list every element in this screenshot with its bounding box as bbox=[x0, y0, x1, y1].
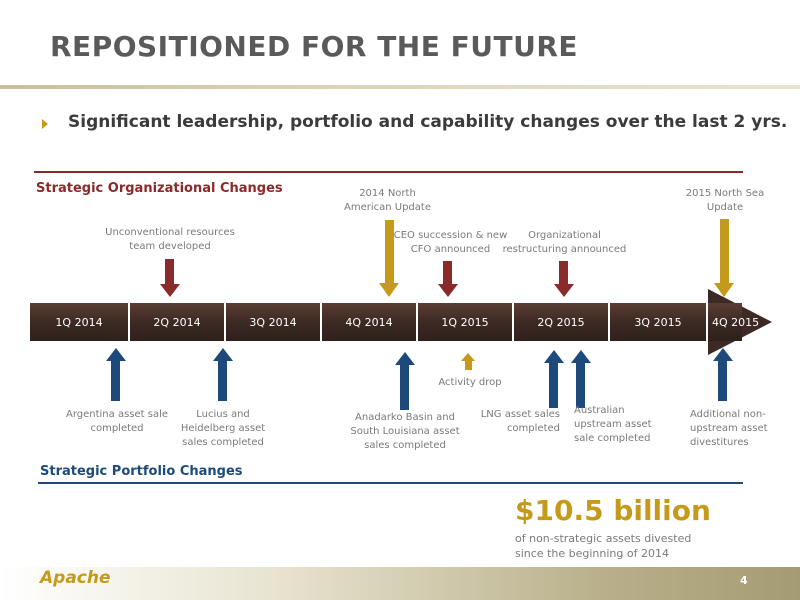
org-event-label: Unconventional resources team developed bbox=[105, 227, 235, 252]
portfolio-event-label: Activity drop bbox=[438, 377, 502, 388]
timeline-quarter: 1Q 2015 bbox=[418, 303, 514, 341]
org-divider bbox=[34, 171, 743, 173]
timeline-quarter: 3Q 2014 bbox=[226, 303, 322, 341]
bullet-triangle-icon bbox=[42, 119, 48, 129]
page-title: REPOSITIONED FOR THE FUTURE bbox=[50, 30, 578, 63]
portfolio-event-label: Argentina asset sale completed bbox=[65, 409, 169, 434]
portfolio-divider bbox=[38, 482, 743, 484]
divestiture-total: $10.5 billion bbox=[515, 494, 711, 527]
divestiture-caption: of non-strategic assets divested since t… bbox=[515, 532, 692, 560]
org-event-label: 2015 North Sea Update bbox=[685, 188, 765, 213]
portfolio-event-label: LNG asset sales completed bbox=[480, 409, 560, 434]
org-event-label: Organizational restructuring announced bbox=[502, 230, 627, 255]
timeline-quarter: 2Q 2014 bbox=[130, 303, 226, 341]
title-rule bbox=[0, 85, 800, 89]
portfolio-event-label: Anadarko Basin and South Louisiana asset… bbox=[350, 412, 460, 451]
timeline-quarter: 1Q 2014 bbox=[30, 303, 130, 341]
org-event-label: 2014 North American Update bbox=[344, 188, 431, 213]
company-logo: Apache bbox=[40, 568, 111, 588]
org-changes-heading: Strategic Organizational Changes bbox=[36, 181, 283, 196]
timeline-quarter: 4Q 2014 bbox=[322, 303, 418, 341]
portfolio-changes-heading: Strategic Portfolio Changes bbox=[40, 464, 243, 479]
subtitle-bullet-text: Significant leadership, portfolio and ca… bbox=[68, 112, 788, 132]
footer-band bbox=[0, 567, 800, 600]
portfolio-event-label: Lucius and Heidelberg asset sales comple… bbox=[180, 409, 266, 448]
timeline-bar: 1Q 2014 2Q 2014 3Q 2014 4Q 2014 1Q 2015 … bbox=[30, 303, 759, 341]
page-number: 4 bbox=[740, 574, 748, 587]
portfolio-event-label: Additional non-upstream asset divestitur… bbox=[690, 409, 768, 448]
portfolio-event-label: Australian upstream asset sale completed bbox=[574, 405, 652, 444]
org-event-label: CEO succession & new CFO announced bbox=[393, 230, 508, 255]
timeline-quarter: 4Q 2015 bbox=[708, 303, 759, 341]
timeline-quarter: 3Q 2015 bbox=[610, 303, 708, 341]
timeline-quarter: 2Q 2015 bbox=[514, 303, 610, 341]
